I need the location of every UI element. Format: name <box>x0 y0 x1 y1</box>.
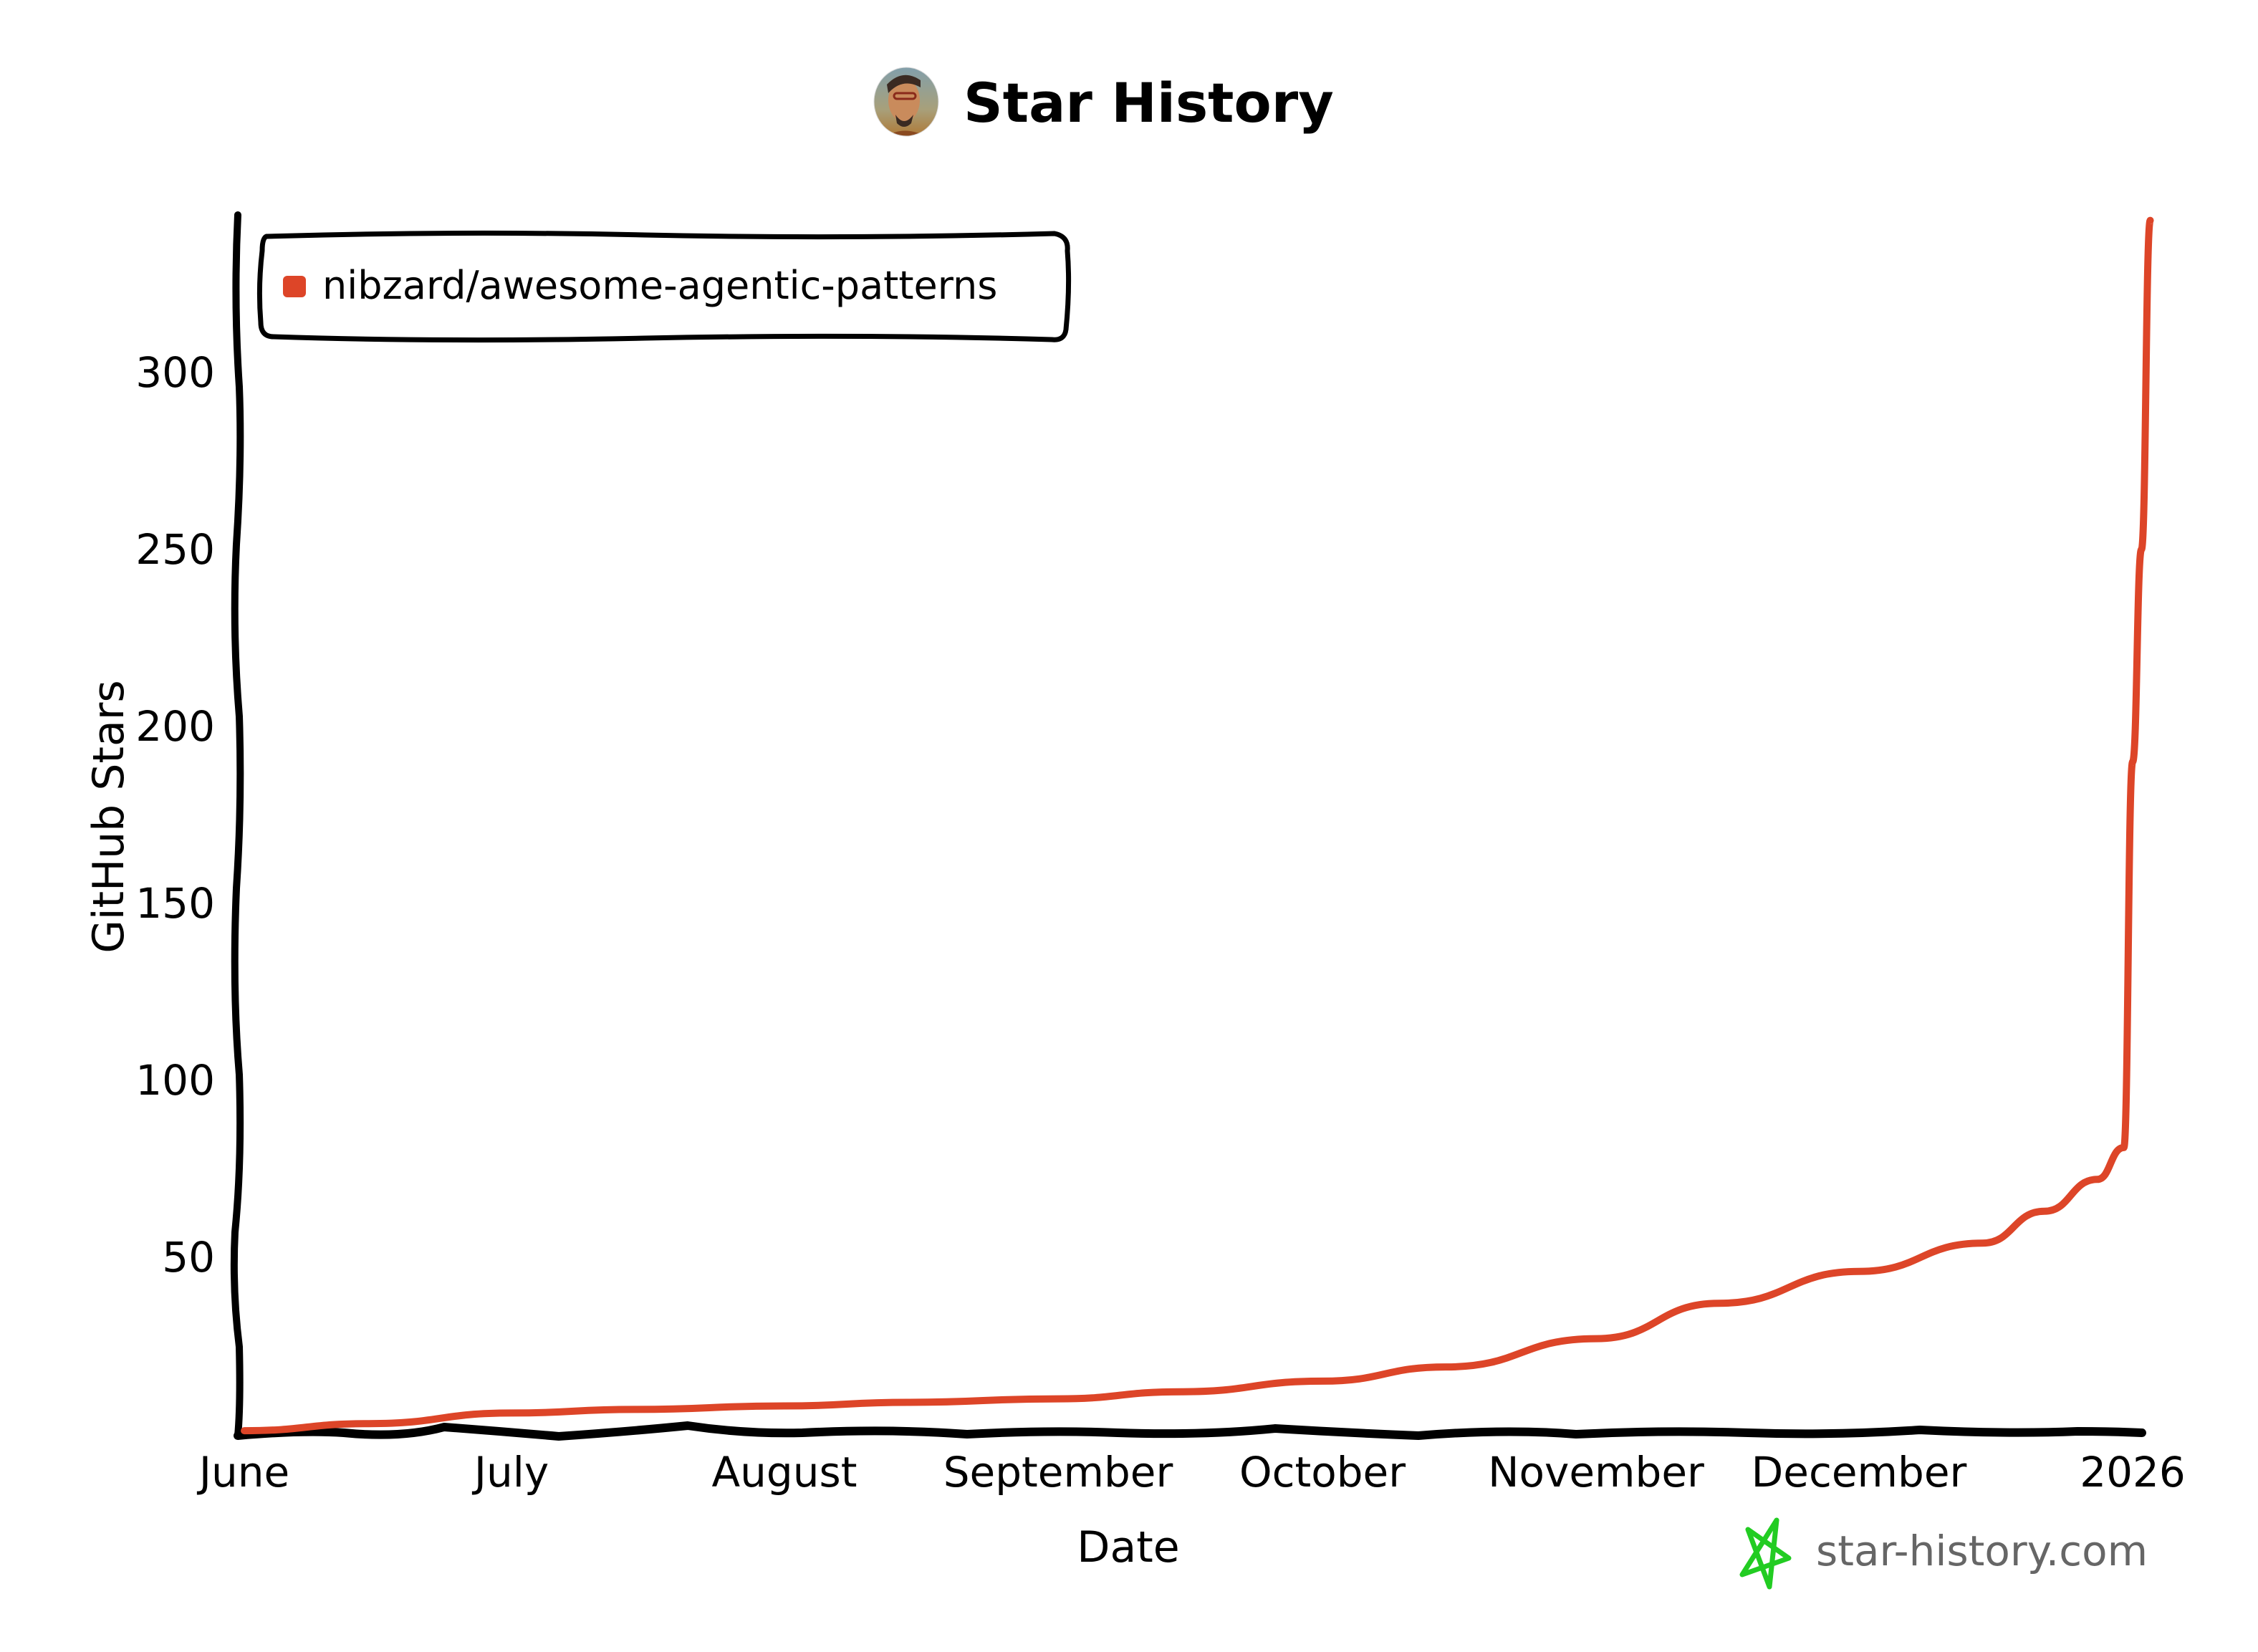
y-tick-label: 250 <box>135 525 215 574</box>
y-axis-ticks: 50 100 150 200 250 300 <box>135 348 215 1282</box>
y-tick-label: 100 <box>135 1056 215 1105</box>
y-tick-label: 50 <box>162 1233 215 1282</box>
x-tick-label: October <box>1239 1448 1406 1497</box>
y-tick-label: 150 <box>135 879 215 928</box>
y-tick-label: 300 <box>135 348 215 397</box>
y-axis-title: GitHub Stars <box>84 680 134 953</box>
legend-box <box>256 230 1072 343</box>
series-line <box>241 216 2154 1435</box>
x-axis-line <box>234 1421 2146 1441</box>
star-icon <box>1739 1517 1792 1590</box>
x-tick-label: September <box>943 1448 1173 1497</box>
x-tick-label: November <box>1488 1448 1704 1497</box>
legend-swatch <box>283 276 306 297</box>
x-tick-label: December <box>1752 1448 1967 1497</box>
legend-label: nibzard/awesome-agentic-patterns <box>322 263 997 308</box>
chart-header: Star History <box>873 67 1334 137</box>
y-axis-line <box>230 211 244 1439</box>
y-tick-label: 200 <box>135 702 215 751</box>
x-tick-label: 2026 <box>2080 1448 2186 1497</box>
x-axis-ticks: June July August September October November De… <box>197 1448 2186 1497</box>
legend: nibzard/awesome-agentic-patterns <box>256 230 1072 343</box>
x-tick-label: June <box>197 1448 289 1497</box>
avatar <box>874 67 938 136</box>
x-tick-label: August <box>712 1448 857 1497</box>
brand-text: star-history.com <box>1816 1527 2148 1575</box>
chart-title: Star History <box>964 71 1334 135</box>
brand-watermark: star-history.com <box>1739 1517 2148 1590</box>
x-tick-label: July <box>472 1448 549 1497</box>
x-axis-title: Date <box>1077 1522 1179 1572</box>
